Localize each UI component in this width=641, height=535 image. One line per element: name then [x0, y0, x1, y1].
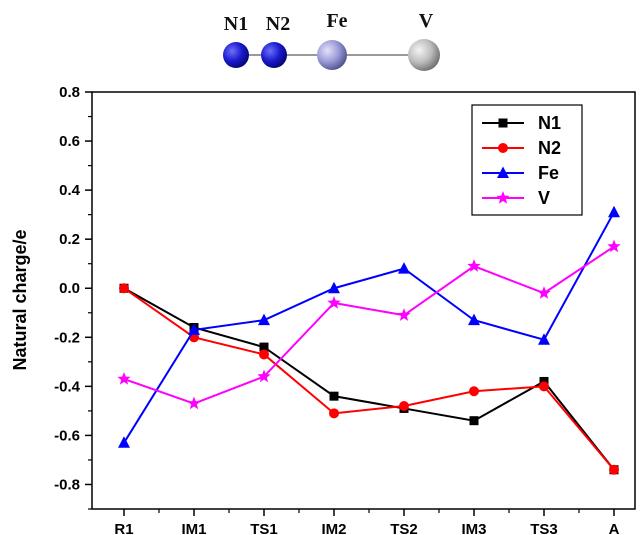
x-tick-label: TS3 [530, 521, 558, 535]
data-point-v [187, 396, 201, 410]
data-point-fe [468, 313, 480, 326]
x-tick-label: TS1 [250, 521, 278, 535]
series-layer [117, 205, 621, 475]
data-point-fe [538, 333, 550, 345]
atom-fe [317, 40, 347, 70]
legend-label: N2 [538, 138, 561, 158]
data-point-n2 [119, 283, 129, 294]
data-point-n2 [469, 386, 479, 397]
data-point-n2 [329, 408, 339, 419]
data-point-v [117, 371, 131, 385]
y-tick-label: 0.2 [59, 231, 80, 248]
plot-frame [91, 91, 636, 510]
y-tick-label: -0.4 [54, 378, 81, 395]
series-n2 [119, 283, 619, 475]
data-point-fe [188, 323, 200, 335]
data-point-fe [398, 262, 410, 274]
atom-label-v: V [419, 10, 434, 32]
data-point-n2 [259, 349, 269, 360]
x-tick-label: A [609, 521, 620, 535]
data-point-v [397, 308, 411, 321]
y-tick-label: -0.6 [54, 427, 80, 444]
legend-item-n2: N2 [482, 138, 561, 158]
legend-marker [497, 166, 509, 178]
y-axis: -0.8 -0.6 -0.4 -0.2 0.0 0.2 0.4 0.6 0.8 [54, 84, 92, 510]
data-point-v [537, 286, 551, 299]
data-point-n2 [399, 400, 409, 411]
x-tick-label: IM2 [321, 521, 346, 535]
molecule-inset: N1 N2 Fe V [223, 10, 440, 71]
y-tick-label: 0.6 [59, 133, 80, 150]
legend-item-n1: N1 [482, 113, 561, 133]
legend-label: Fe [538, 163, 559, 183]
series-v [117, 239, 621, 410]
x-tick-label: R1 [114, 521, 133, 535]
x-axis: R1 IM1 TS1 IM2 TS2 IM3 TS3 A [114, 509, 620, 535]
series-fe [118, 205, 620, 448]
data-point-fe [608, 205, 620, 218]
legend-label: V [538, 188, 550, 208]
data-point-v [257, 369, 271, 383]
line-chart: -0.8 -0.6 -0.4 -0.2 0.0 0.2 0.4 0.6 0.8 R1 IM1 TS1… [10, 84, 636, 535]
data-point-n1 [259, 342, 269, 352]
atom-n2 [261, 42, 287, 68]
data-point-fe [118, 436, 130, 448]
legend-marker [498, 118, 508, 128]
x-tick-label: TS2 [390, 521, 418, 535]
series-n1 [119, 283, 619, 475]
series-line-fe [123, 211, 615, 444]
data-point-n1 [469, 416, 479, 426]
data-point-v [607, 239, 621, 253]
series-line-v [123, 245, 615, 405]
y-tick-label: -0.2 [54, 329, 80, 346]
data-point-v [327, 295, 341, 309]
y-tick-label: -0.8 [54, 476, 80, 493]
y-axis-title: Natural charge/e [10, 229, 30, 370]
y-tick-label: 0.0 [59, 280, 80, 297]
legend-item-fe: Fe [482, 163, 559, 183]
data-point-n1 [329, 391, 339, 401]
atom-label-n1: N1 [224, 13, 248, 35]
data-point-n2 [539, 381, 549, 392]
atom-n1 [223, 42, 249, 68]
x-tick-label: IM3 [461, 521, 486, 535]
data-point-v [467, 259, 481, 272]
legend-marker [498, 143, 508, 153]
legend: N1 N2 Fe V [471, 104, 583, 216]
atom-label-fe: Fe [326, 10, 347, 32]
data-point-fe [328, 281, 340, 294]
series-line-n2 [123, 287, 615, 471]
data-point-fe [258, 313, 270, 326]
atom-v [408, 39, 440, 71]
legend-marker [496, 191, 510, 204]
atom-label-n2: N2 [266, 13, 290, 35]
legend-label: N1 [538, 113, 561, 133]
legend-item-v: V [482, 188, 550, 208]
y-tick-label: 0.4 [59, 182, 81, 199]
data-point-n2 [609, 464, 619, 475]
y-tick-label: 0.8 [59, 84, 80, 101]
x-tick-label: IM1 [181, 521, 206, 535]
